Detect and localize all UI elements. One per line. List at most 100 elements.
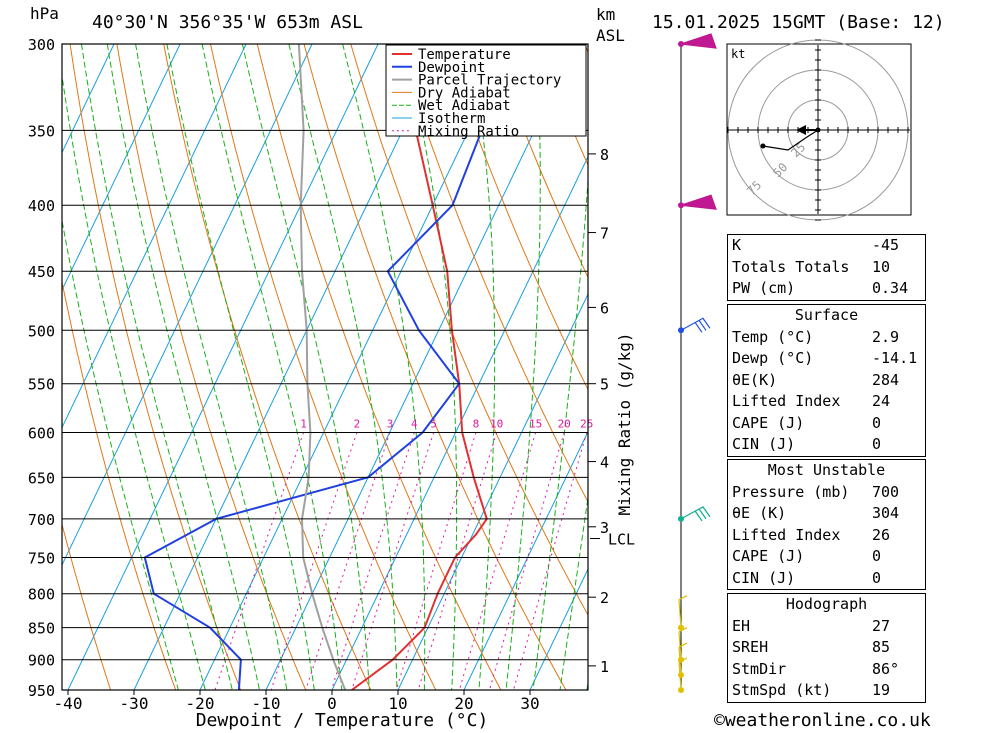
mixing-ratio-label: 10 (490, 417, 503, 430)
temp-tick-label: -30 (120, 694, 149, 713)
mixing-ratio-label: 1 (300, 417, 307, 430)
wet-adiabat-line (201, 44, 343, 690)
dry-adiabat-line (443, 44, 588, 391)
hodograph-end-point (760, 143, 766, 149)
surface-title: Surface (794, 306, 859, 324)
table-row: Pressure (mb) 700 (732, 482, 900, 501)
legend-entry: Dewpoint (418, 60, 485, 76)
table-row: EH 27 (732, 616, 891, 635)
location-title: 40°30'N 356°35'W 653m ASL (92, 12, 363, 33)
hodograph-trace (762, 129, 819, 151)
copyright-footer[interactable]: ©weatheronline.co.uk (714, 710, 931, 731)
mixing-ratio-label: 15 (529, 417, 542, 430)
wind-barb (680, 33, 717, 49)
km-tick-label: 8 (600, 146, 609, 164)
mixing-ratio-line (330, 432, 415, 690)
table-row: StmSpd (kt) 19 (732, 681, 891, 699)
mixing-ratio-line (351, 432, 435, 690)
dry-adiabat-line (959, 44, 1000, 690)
wet-adiabat-line (469, 44, 496, 690)
legend-entry: Mixing Ratio (418, 124, 519, 140)
dry-adiabat-line (116, 44, 307, 690)
wind-barb (678, 627, 688, 660)
table-row: Totals Totals 10 (732, 257, 891, 276)
right-axis-label: Mixing Ratio (g/kg) (615, 332, 634, 515)
table-row: CIN (J) 0 (732, 568, 882, 587)
pressure-tick-label: 750 (28, 550, 55, 568)
pressure-tick-label: 550 (28, 376, 55, 394)
wet-adiabat-line (241, 44, 370, 690)
pressure-tick-label: 900 (28, 652, 55, 670)
mixing-ratio-line (305, 432, 391, 690)
mixing-ratio-label: 3 (387, 417, 394, 430)
table-row: CAPE (J) 0 (732, 413, 882, 432)
dry-adiabat-line (62, 522, 112, 690)
wind-barb (680, 317, 711, 333)
wet-adiabat-line (505, 44, 541, 690)
isotherm-line (529, 568, 588, 690)
legend-entry: Wet Adiabat (418, 98, 511, 114)
km-tick-label: 1 (600, 658, 609, 676)
dry-adiabat-line (163, 44, 372, 690)
x-axis-label: Dewpoint / Temperature (°C) (196, 710, 489, 731)
mixing-ratio-line (513, 432, 588, 690)
wet-adiabat-line (403, 44, 458, 690)
table-row: θE(K) 284 (732, 370, 900, 389)
mixing-ratio-line (489, 432, 565, 690)
table-row: CIN (J) 0 (732, 435, 882, 453)
isotherm-line (463, 430, 588, 690)
dry-adiabat-line (210, 44, 437, 690)
table-row: θE (K) 304 (732, 504, 900, 522)
mixing-ratio-label: 20 (558, 417, 571, 430)
isotherm-line (62, 44, 247, 429)
wind-barb (680, 506, 711, 522)
wind-barb (678, 595, 688, 628)
asl-label: ASL (596, 26, 625, 45)
dry-adiabat-line (397, 44, 588, 504)
mixing-ratio-line (395, 432, 477, 690)
mixing-ratio-label: 25 (580, 417, 593, 430)
plot-frame (61, 43, 589, 691)
wind-barb (680, 194, 717, 210)
pressure-tick-label: 300 (28, 36, 55, 54)
datetime-title: 15.01.2025 15GMT (Base: 12) (652, 12, 945, 33)
mixing-ratio-line (458, 432, 537, 690)
km-tick-label: 4 (600, 454, 609, 472)
dewpoint-line (143, 44, 518, 690)
dry-adiabat-line (350, 44, 588, 617)
pressure-tick-label: 400 (28, 197, 55, 215)
temp-tick-label: 30 (520, 694, 539, 713)
table-row: Lifted Index 26 (732, 525, 891, 544)
pressure-tick-label: 800 (28, 586, 55, 604)
indices-table: K -45 Totals Totals 10 PW (cm) 0.34 (727, 234, 926, 301)
parcel-trajectory-line (297, 44, 347, 690)
isotherm-line (265, 44, 577, 690)
table-row: CAPE (J) 0 (732, 547, 882, 565)
lcl-label: LCL (608, 531, 635, 549)
hodograph-table: Hodograph EH 27 SREH 85 StmDir 86° StmSpd (… (727, 593, 926, 703)
pressure-tick-label: 350 (28, 122, 55, 140)
isotherm-line (62, 44, 115, 154)
isotherm-line (331, 155, 588, 690)
surface-table: Surface Temp (°C) 2.9 Dewp (°C) -14.1 θE(K… (727, 304, 926, 457)
pressure-tick-label: 950 (28, 682, 55, 700)
pressure-tick-label: 500 (28, 322, 55, 340)
temp-tick-label: -40 (54, 694, 83, 713)
pressure-tick-label: 700 (28, 511, 55, 529)
wet-adiabat-line (288, 44, 398, 690)
temp-tick-label: 20 (454, 694, 473, 713)
hpa-label: hPa (30, 4, 59, 23)
temp-tick-label: 10 (388, 694, 407, 713)
pressure-tick-label: 600 (28, 424, 55, 442)
mixing-ratio-line (417, 432, 498, 690)
km-tick-label: 7 (600, 225, 609, 243)
hodograph-title: Hodograph (785, 595, 868, 613)
mixing-ratio-label: 4 (411, 417, 418, 430)
legend-entry: Dry Adiabat (418, 85, 511, 101)
temp-tick-label: -20 (186, 694, 215, 713)
most-unstable-title: Most Unstable (767, 461, 886, 479)
km-tick-label: 3 (600, 519, 609, 537)
